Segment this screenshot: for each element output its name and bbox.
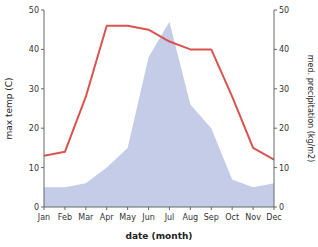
- x-tick: [64, 207, 65, 210]
- y-tick: [41, 207, 44, 208]
- x-tick: [232, 207, 233, 210]
- x-tick: [169, 207, 170, 210]
- y2-tick: [274, 128, 277, 129]
- x-tick: [106, 207, 107, 210]
- chart: JanFebMarAprMayJunJulAugSepOctNovDec0102…: [0, 0, 318, 247]
- y-axis-label: max temp (C): [4, 77, 14, 139]
- x-tick: [211, 207, 212, 210]
- x-tick: [148, 207, 149, 210]
- y-tick-label: 30: [29, 85, 39, 94]
- y-axis-line: [44, 10, 45, 207]
- x-tick-label: Sep: [204, 213, 219, 222]
- x-tick-label: May: [119, 213, 136, 222]
- x-tick: [190, 207, 191, 210]
- x-axis-label: date (month): [126, 231, 193, 241]
- y2-tick-label: 10: [279, 164, 289, 173]
- y2-axis-label: med. precipitation (kg/m2): [306, 55, 315, 162]
- plot-area: [44, 22, 274, 207]
- y2-tick-label: 30: [279, 85, 289, 94]
- y2-tick: [274, 10, 277, 11]
- y-tick-label: 20: [29, 124, 39, 133]
- temp-line: [44, 26, 274, 160]
- x-tick: [85, 207, 86, 210]
- y2-tick: [274, 49, 277, 50]
- y2-tick-label: 0: [279, 203, 284, 212]
- y-tick-label: 0: [34, 203, 39, 212]
- x-tick-label: Aug: [183, 213, 199, 222]
- x-tick-label: Apr: [100, 213, 115, 222]
- y2-tick: [274, 88, 277, 89]
- y2-tick-label: 40: [279, 45, 289, 54]
- y-tick: [41, 88, 44, 89]
- y-tick: [41, 49, 44, 50]
- y-tick-label: 50: [29, 6, 39, 15]
- x-tick-label: Dec: [266, 213, 281, 222]
- y-tick-label: 40: [29, 45, 39, 54]
- y-tick-label: 10: [29, 164, 39, 173]
- y-tick: [41, 10, 44, 11]
- x-tick-label: Jul: [164, 213, 175, 222]
- y2-tick: [274, 207, 277, 208]
- y2-axis-line: [274, 10, 275, 207]
- x-tick-label: Nov: [245, 213, 261, 222]
- y2-tick-label: 50: [279, 6, 289, 15]
- x-tick-label: Oct: [225, 213, 239, 222]
- x-tick-label: Feb: [58, 213, 72, 222]
- x-tick-label: Mar: [78, 213, 94, 222]
- precip-area: [44, 22, 274, 207]
- x-tick: [127, 207, 128, 210]
- y2-tick: [274, 167, 277, 168]
- y2-tick-label: 20: [279, 124, 289, 133]
- y-tick: [41, 167, 44, 168]
- x-axis-line: [44, 207, 274, 208]
- x-tick: [253, 207, 254, 210]
- y-tick: [41, 128, 44, 129]
- x-tick-label: Jan: [37, 213, 50, 222]
- x-tick-label: Jun: [141, 213, 155, 222]
